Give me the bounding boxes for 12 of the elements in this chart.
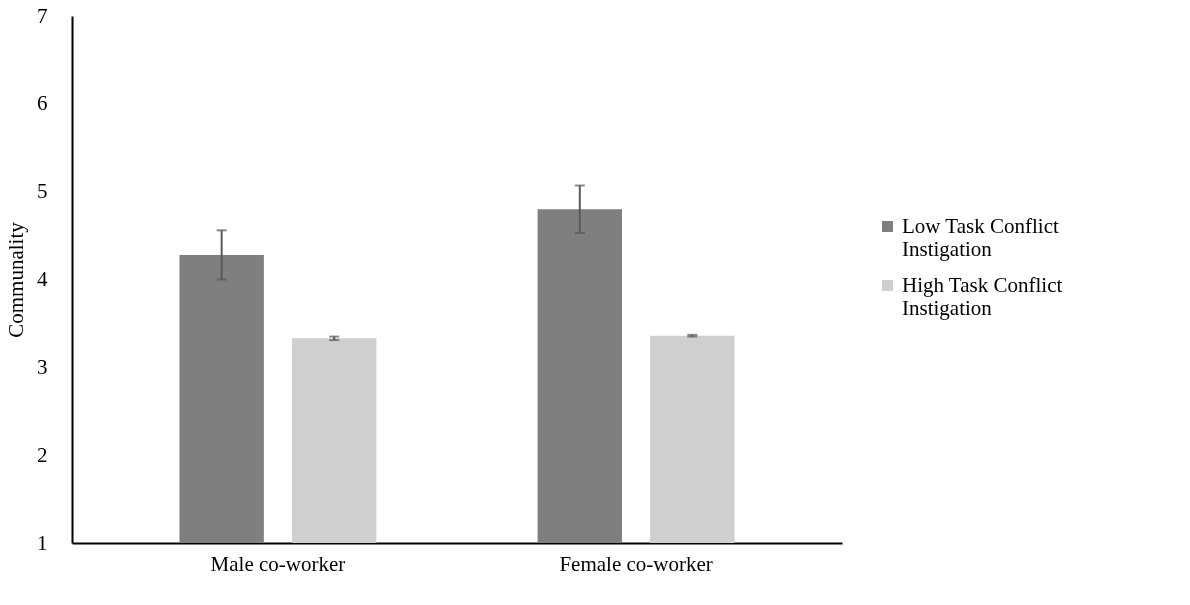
y-tick-label: 1 bbox=[37, 530, 48, 555]
legend-label: Low Task Conflict Instigation bbox=[902, 213, 1059, 261]
x-tick-label: Male co-worker bbox=[210, 551, 346, 576]
x-tick-label: Female co-worker bbox=[559, 551, 713, 576]
legend-label: High Task Conflict Instigation bbox=[902, 272, 1063, 320]
y-tick-label: 6 bbox=[37, 91, 48, 116]
y-tick-label: 4 bbox=[37, 267, 48, 291]
y-tick-label: 5 bbox=[37, 179, 48, 204]
y-tick-label: 7 bbox=[37, 3, 48, 28]
y-tick-label: 2 bbox=[37, 442, 48, 467]
y-axis-title: Communality bbox=[4, 221, 28, 338]
y-tick-label: 3 bbox=[37, 354, 48, 379]
